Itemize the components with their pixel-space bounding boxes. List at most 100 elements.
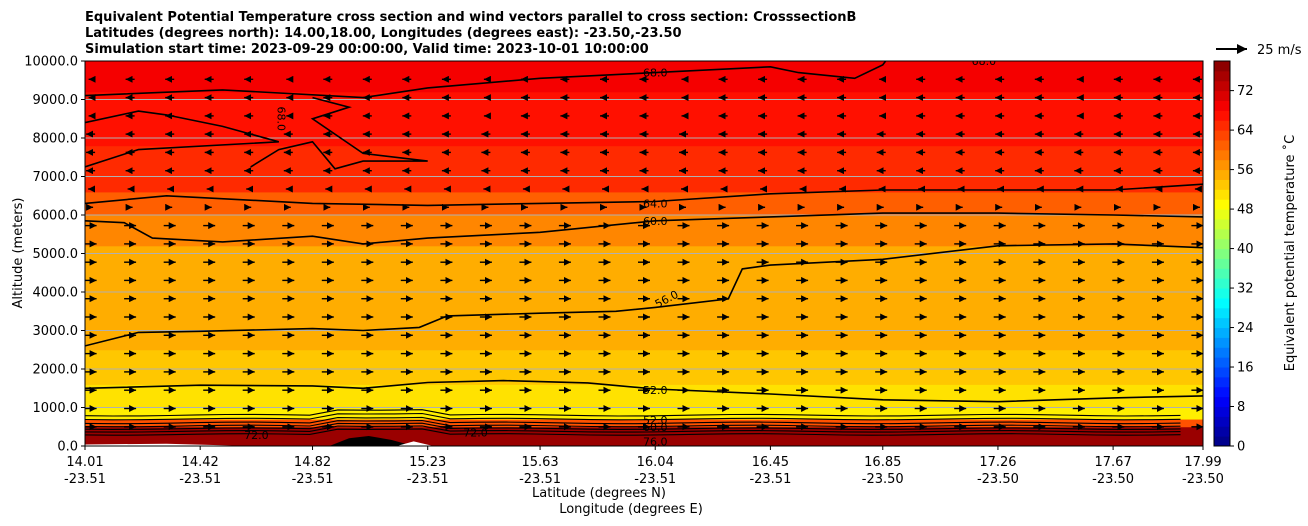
- contour-line: [85, 379, 1203, 403]
- colorbar-tick-label: 8: [1237, 400, 1245, 415]
- contour-label: 72.0: [244, 429, 269, 442]
- colorbar-segment: [1214, 80, 1230, 92]
- contour-line: [85, 416, 1181, 425]
- colorbar-tick-label: 16: [1237, 361, 1254, 376]
- x-tick-label-lat: 14.42: [182, 455, 219, 470]
- colorbar: [1214, 61, 1230, 447]
- contour-label: 52.0: [643, 384, 668, 397]
- colorbar-segment: [1214, 209, 1230, 220]
- colorbar-segment: [1214, 110, 1230, 121]
- colorbar-segment: [1214, 159, 1230, 171]
- colorbar-segment: [1214, 386, 1230, 398]
- x-tick-label-lon: -23.50: [1092, 472, 1134, 487]
- x-tick-label-lat: 15.63: [521, 455, 558, 470]
- contour-line: [85, 412, 1181, 421]
- colorbar-segment: [1214, 436, 1230, 447]
- y-tick-label: 4000.0: [33, 286, 79, 301]
- terrain: [85, 435, 434, 446]
- colorbar-segment: [1214, 278, 1230, 289]
- x-axis-label-longitude: Longitude (degrees E): [559, 502, 703, 517]
- y-tick-label: 9000.0: [33, 93, 79, 108]
- contour-line: [85, 425, 1181, 433]
- colorbar-segment: [1214, 139, 1230, 151]
- colorbar-tick-label: 48: [1237, 203, 1254, 218]
- colorbar-segment: [1214, 317, 1230, 329]
- theta-e-band: [85, 349, 1203, 385]
- x-tick-label-lat: 16.85: [864, 455, 901, 470]
- colorbar-segment: [1214, 426, 1230, 437]
- y-tick-label: 0.0: [57, 440, 78, 455]
- colorbar-segment: [1214, 149, 1230, 161]
- contour-label: 60.0: [643, 421, 668, 434]
- chart-title-line-2: Latitudes (degrees north): 14.00,18.00, …: [85, 26, 682, 41]
- colorbar-tick-label: 40: [1237, 242, 1254, 257]
- colorbar-segment: [1214, 100, 1230, 111]
- y-tick-label: 10000.0: [24, 55, 78, 70]
- colorbar-segment: [1214, 258, 1230, 269]
- y-axis-label: Altitude (meters): [11, 198, 26, 309]
- contour-label: 68.0: [275, 107, 288, 132]
- terrain-peak: [329, 435, 414, 446]
- colorbar-tick-label: 72: [1237, 84, 1254, 99]
- colorbar-segment: [1214, 169, 1230, 180]
- colorbar-ticks: 0 8 16 24 32 40 48 56 64 72: [1230, 84, 1254, 455]
- terrain-mask: [85, 443, 251, 446]
- x-tick-label-lon: -23.51: [634, 472, 676, 487]
- colorbar-segment: [1214, 376, 1230, 388]
- x-tick-label-lat: 17.67: [1095, 455, 1132, 470]
- x-tick-label-lon: -23.51: [519, 472, 561, 487]
- contour-label: 68.0: [972, 55, 997, 68]
- contour-line: [85, 409, 1181, 417]
- contour-label: 76.0: [643, 435, 668, 448]
- y-tick-label: 7000.0: [33, 170, 79, 185]
- contour-lines: [85, 61, 1203, 436]
- x-tick-label-lat: 16.45: [752, 455, 789, 470]
- x-tick-label-lat: 16.04: [637, 455, 674, 470]
- colorbar-label: Equivalent potential temperature ˚C: [1282, 135, 1298, 371]
- y-tick-label: 6000.0: [33, 209, 79, 224]
- colorbar-segment: [1214, 61, 1230, 72]
- wind-vectors: [85, 75, 1203, 431]
- x-tick-label-lon: -23.51: [179, 472, 221, 487]
- x-tick-label-lon: -23.51: [407, 472, 449, 487]
- chart-title-line-1: Equivalent Potential Temperature cross s…: [85, 10, 856, 25]
- colorbar-segment: [1214, 130, 1230, 141]
- plot-area: 68.068.068.064.060.056.052.052.060.072.0…: [85, 55, 1203, 448]
- x-tick-label-lat: 14.01: [66, 455, 103, 470]
- colorbar-segment: [1214, 337, 1230, 348]
- colorbar-segment: [1214, 70, 1230, 82]
- colorbar-segment: [1214, 268, 1230, 279]
- colorbar-segment: [1214, 307, 1230, 319]
- colorbar-segment: [1214, 416, 1230, 427]
- colorbar-segment: [1214, 199, 1230, 210]
- colorbar-segment: [1214, 179, 1230, 190]
- colorbar-segment: [1214, 90, 1230, 101]
- chart-title-line-3: Simulation start time: 2023-09-29 00:00:…: [85, 42, 649, 57]
- contour-line: [85, 212, 1203, 245]
- contour-line: [85, 243, 1203, 347]
- x-tick-label-lat: 17.99: [1184, 455, 1221, 470]
- colorbar-tick-label: 24: [1237, 321, 1254, 336]
- x-tick-label-lat: 17.26: [979, 455, 1016, 470]
- contour-line: [250, 96, 428, 170]
- contour-label: 64.0: [643, 197, 668, 210]
- contour-line: [85, 419, 1181, 428]
- x-tick-label-lon: -23.50: [977, 472, 1019, 487]
- colorbar-segment: [1214, 238, 1230, 250]
- colorbar-segment: [1214, 189, 1230, 200]
- colorbar-segment: [1214, 347, 1230, 358]
- colorbar-tick-label: 64: [1237, 124, 1254, 139]
- colorbar-segment: [1214, 228, 1230, 240]
- colorbar-segment: [1214, 218, 1230, 230]
- x-tick-label-lon: -23.51: [749, 472, 791, 487]
- colorbar-segment: [1214, 120, 1230, 131]
- y-tick-label: 8000.0: [33, 132, 79, 147]
- x-tick-label-lon: -23.51: [64, 472, 106, 487]
- y-tick-label: 5000.0: [33, 247, 79, 262]
- x-axis: 14.01 -23.51 14.42 -23.51 14.82 -23.51 15.23 -2…: [64, 446, 1224, 487]
- x-axis-label-latitude: Latitude (degrees N): [532, 486, 666, 501]
- terrain-mask: [396, 441, 434, 446]
- y-tick-label: 1000.0: [33, 401, 79, 416]
- contour-label: 72.0: [463, 427, 488, 440]
- y-axis: 0.0 1000.0 2000.0 3000.0 4000.0 5000.0 6000.0 7…: [24, 55, 85, 455]
